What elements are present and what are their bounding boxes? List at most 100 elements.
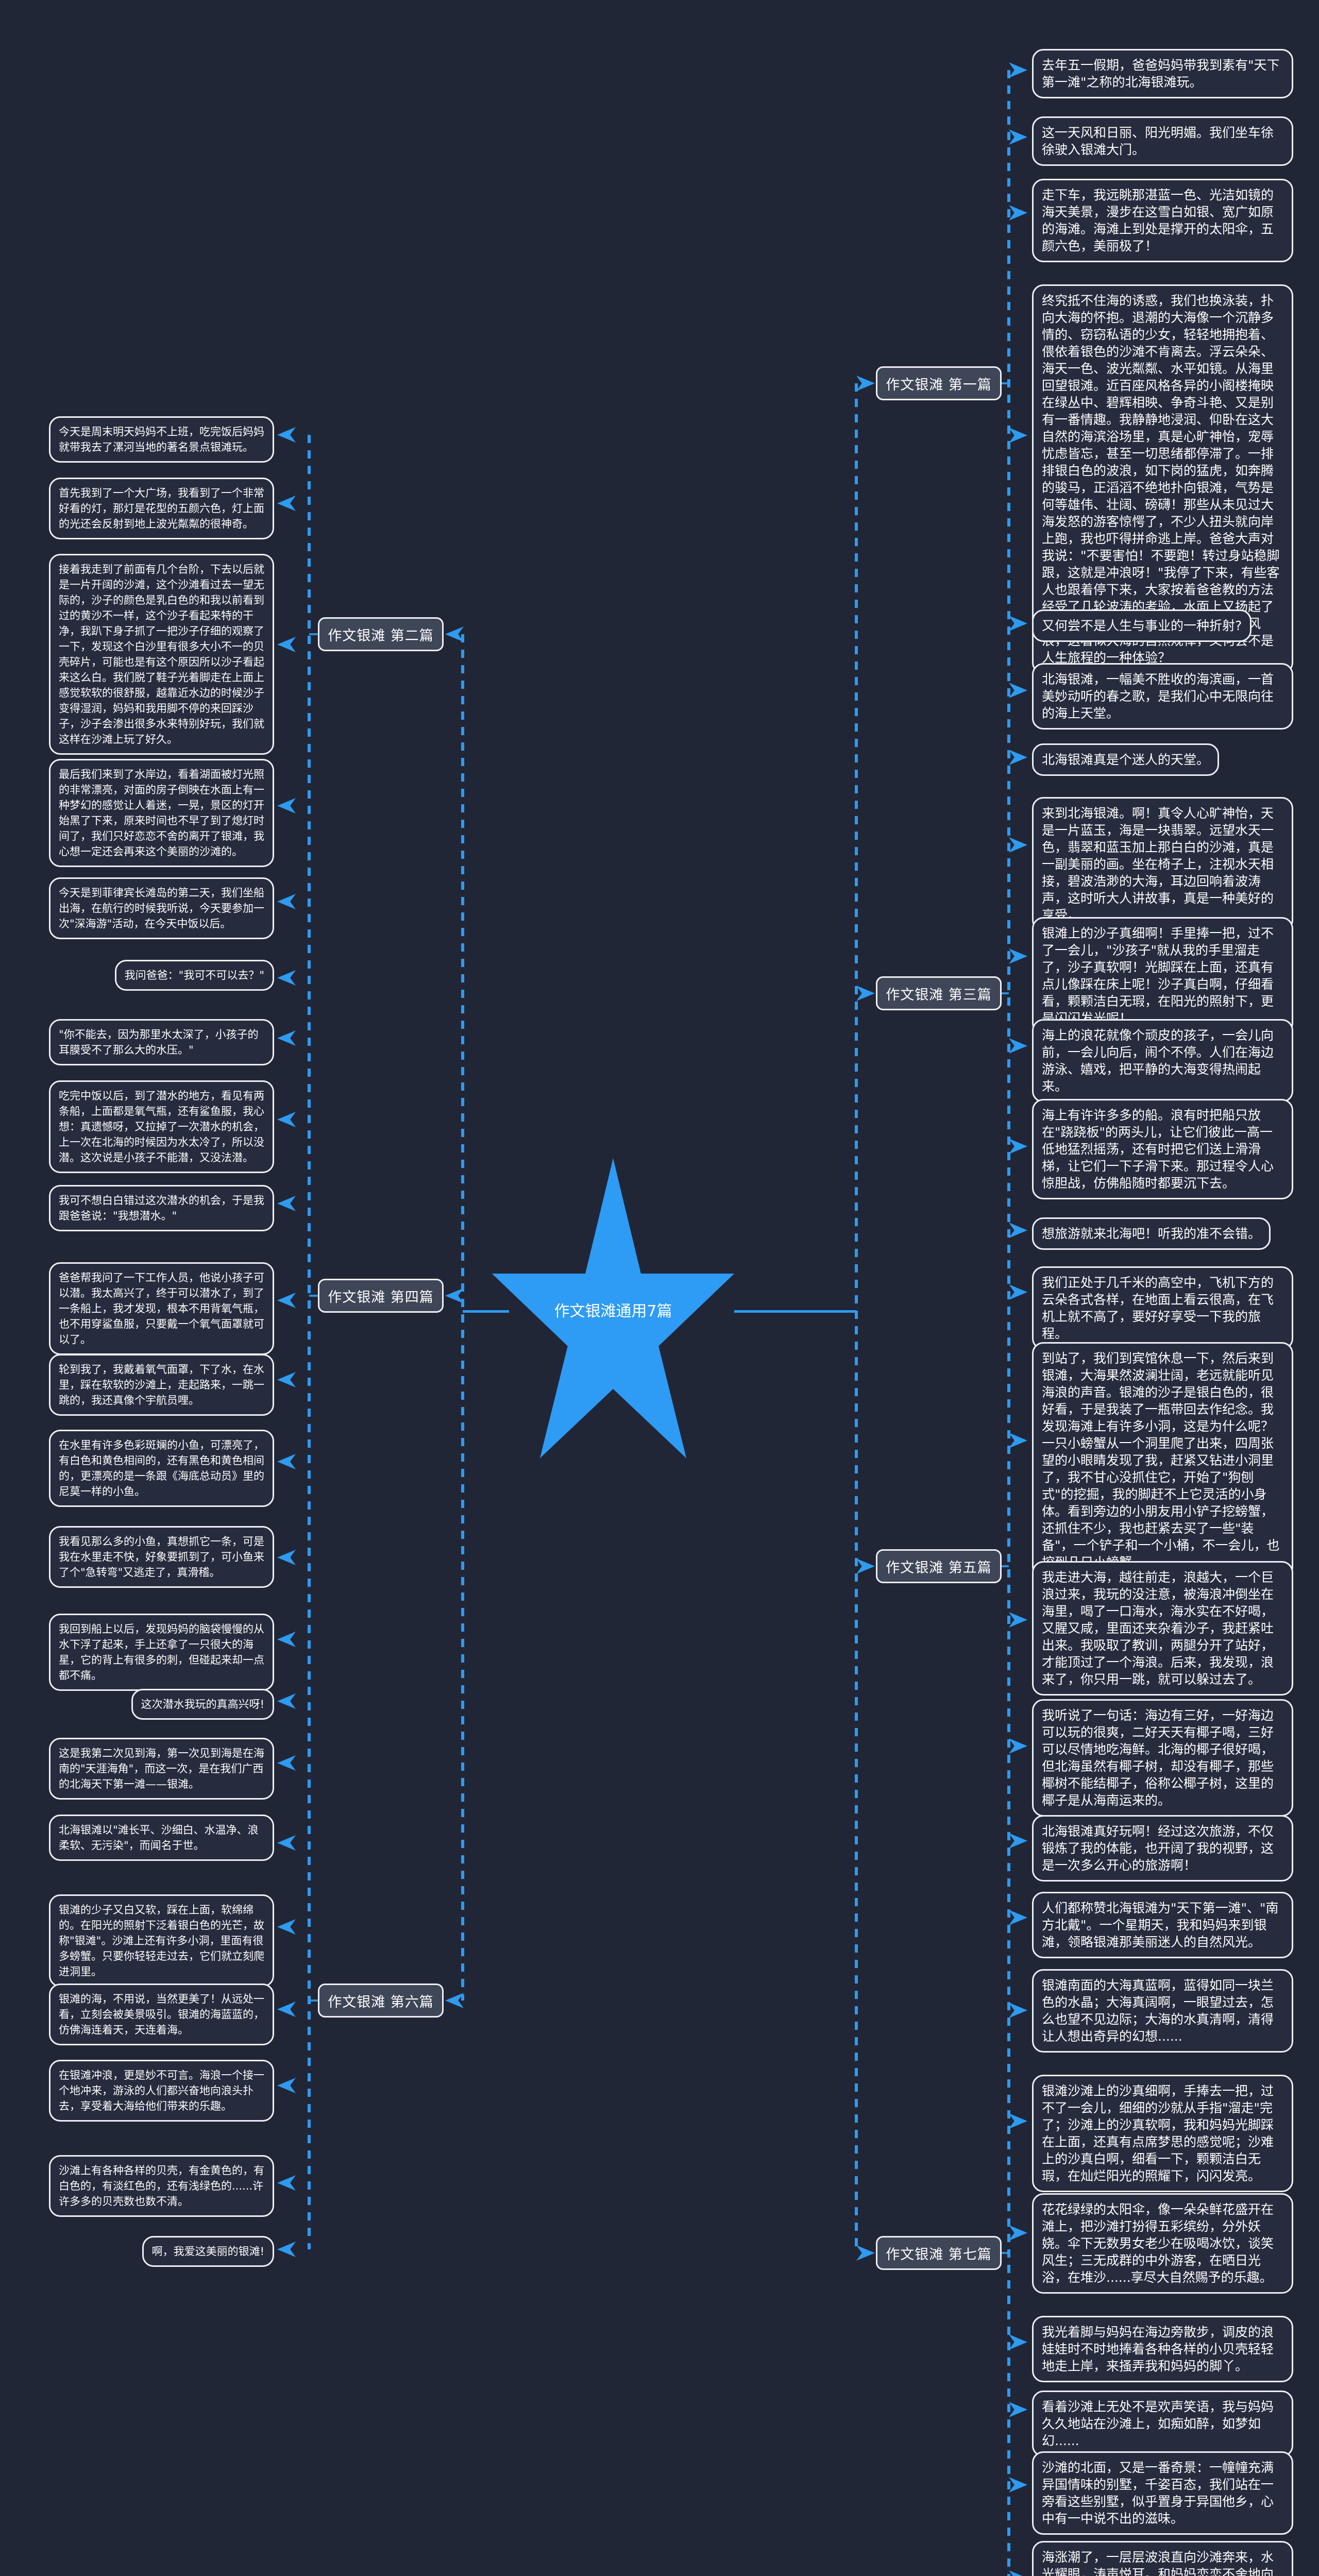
arrow-icon <box>1009 2225 1027 2241</box>
branch-label-3[interactable]: 作文银滩 第三篇 <box>876 976 1002 1010</box>
central-topic-title[interactable]: 作文银滩通用7篇 <box>554 1302 672 1320</box>
mindmap-node[interactable]: 终究抵不住海的诱惑，我们也换泳装，扑向大海的怀抱。退潮的大海像一个沉静多情的、窃… <box>1032 284 1293 674</box>
mindmap-node[interactable]: 这一天风和日丽、阳光明媚。我们坐车徐徐驶入银滩大门。 <box>1032 116 1293 166</box>
mindmap-node[interactable]: 海上有许许多多的船。浪有时把船只放在"跷跷板"的两头儿，让它们彼此一高一低地猛烈… <box>1032 1099 1293 1199</box>
mindmap-node[interactable]: 今天是到菲律宾长滩岛的第二天，我们坐船出海，在航行的时候我听说，今天要参加一次"… <box>49 877 274 939</box>
mindmap-node[interactable]: 我看见那么多的小鱼，真想抓它一条，可是我在水里走不快，好象要抓到了，可小鱼来了个… <box>49 1526 274 1588</box>
mindmap-node[interactable]: 我听说了一句话：海边有三好，一好海边可以玩的很爽，二好天天有椰子喝，三好可以尽情… <box>1032 1699 1293 1817</box>
mindmap-node[interactable]: 到站了，我们到宾馆休息一下，然后来到银滩，大海果然波澜壮阔，老远就能听见海浪的声… <box>1032 1342 1293 1579</box>
branch-label-6[interactable]: 作文银滩 第六篇 <box>318 1984 444 2018</box>
mindmap-node[interactable]: 北海银滩，一幅美不胜收的海滨画，一首美妙动听的春之歌，是我们心中无限向往的海上天… <box>1032 663 1293 730</box>
mindmap-node[interactable]: 啊，我爱这美丽的银滩! <box>142 2236 274 2267</box>
mindmap-node[interactable]: 我可不想白白错过这次潜水的机会，于是我跟爸爸说："我想潜水。" <box>49 1185 274 1231</box>
mindmap-node[interactable]: 去年五一假期，爸爸妈妈带我到素有"天下第一滩"之称的北海银滩玩。 <box>1032 49 1293 98</box>
branch-label-5[interactable]: 作文银滩 第五篇 <box>876 1549 1002 1583</box>
mindmap-node[interactable]: 爸爸帮我问了一下工作人员，他说小孩子可以潜。我太高兴了，终于可以潜水了，到了一条… <box>49 1262 274 1355</box>
mindmap-node[interactable]: 海上的浪花就像个顽皮的孩子，一会儿向前，一会儿向后，闹个不停。人们在海边游泳、嬉… <box>1032 1019 1293 1103</box>
mindmap-node[interactable]: 我问爸爸："我可不可以去？" <box>114 960 274 991</box>
mindmap-node[interactable]: 沙滩的北面，又是一番奇景：一幢幢充满异国情味的别墅，千姿百态，我们站在一旁看这些… <box>1032 2451 1293 2535</box>
arrow-icon <box>277 637 296 652</box>
left-label-spine-line <box>461 634 464 2001</box>
mindmap-node[interactable]: 人们都称赞北海银滩为"天下第一滩"、"南方北戴"。一个星期天，我和妈妈来到银滩，… <box>1032 1892 1293 1958</box>
arrow-icon <box>277 798 296 814</box>
right-label-spine-line <box>855 383 858 2253</box>
label-stub-line <box>1002 2252 1009 2254</box>
arrow-icon <box>1009 1612 1027 1628</box>
arrow-icon <box>277 1919 296 1935</box>
mindmap-node[interactable]: 吃完中饭以后，到了潜水的地方，看见有两条船，上面都是氧气瓶，还有鲨鱼服，我心想：… <box>49 1080 274 1173</box>
mindmap-node[interactable]: 海涨潮了，一层层波浪直向沙滩奔来，水光耀眼，涛声悦耳。和妈妈恋恋不舍地向大海和沙… <box>1032 2541 1293 2576</box>
mindmap-node[interactable]: 沙滩上有各种各样的贝壳，有金黄色的，有白色的，有淡红色的，还有浅绿色的.....… <box>49 2155 274 2217</box>
arrow-icon <box>1009 1139 1027 1154</box>
branch-label-2[interactable]: 作文银滩 第二篇 <box>318 617 444 651</box>
mindmap-node[interactable]: 走下车，我远眺那湛蓝一色、光洁如镜的海天美景，漫步在这雪白如银、宽广如原的海滩。… <box>1032 179 1293 262</box>
mindmap-node[interactable]: 银滩南面的大海真蓝啊，蓝得如同一块兰色的水晶；大海真阔啊，一眼望过去，怎么也望不… <box>1032 1969 1293 2053</box>
arrow-icon <box>1009 62 1027 78</box>
arrow-icon <box>277 2242 296 2257</box>
mindmap-node[interactable]: 想旅游就来北海吧！听我的准不会错。 <box>1032 1217 1271 1250</box>
mindmap-node[interactable]: 银滩上的沙子真细啊！手里捧一把，过不了一会儿，"沙孩子"就从我的手里溜走了，沙子… <box>1032 917 1293 1035</box>
label-stub-line <box>309 1295 318 1297</box>
arrow-icon <box>277 1454 296 1469</box>
arrow-icon <box>277 1755 296 1771</box>
mindmap-node[interactable]: 接着我走到了前面有几个台阶，下去以后就是一片开阔的沙滩，这个沙滩看过去一望无际的… <box>49 554 274 755</box>
arrow-icon <box>1009 2570 1027 2576</box>
arrow-icon <box>277 2078 296 2093</box>
label-stub-line <box>1002 382 1009 384</box>
branch-label-7[interactable]: 作文银滩 第七篇 <box>876 2236 1002 2270</box>
arrow-icon <box>277 2002 296 2017</box>
arrow-icon <box>1009 750 1027 765</box>
arrow-icon <box>1009 837 1027 853</box>
mindmap-node[interactable]: 今天是周末明天妈妈不上班，吃完饭后妈妈就带我去了漯河当地的著名景点银滩玩。 <box>49 416 274 463</box>
star-left-connector-line <box>463 1310 509 1313</box>
mindmap-node[interactable]: 银滩的少子又白又软，踩在上面，软绵绵的。在阳光的照射下泛着银白色的光芒，故称"银… <box>49 1894 274 1987</box>
mindmap-node[interactable]: 银滩的海，不用说，当然更美了！从远处一看，立刻会被美景吸引。银滩的海蓝蓝的，仿佛… <box>49 1984 274 2045</box>
mindmap-node[interactable]: 北海银滩真好玩啊！经过这次旅游，不仅锻炼了我的体能，也开阔了我的视野，这是一次多… <box>1032 1815 1293 1882</box>
mindmap-node[interactable]: "你不能去，因为那里水太深了，小孩子的耳膜受不了那么大的水压。" <box>49 1019 274 1065</box>
mindmap-node[interactable]: 北海银滩以"滩长平、沙细白、水温净、浪柔软、无污染"，而闻名于世。 <box>49 1815 274 1861</box>
mindmap-node[interactable]: 最后我们来到了水岸边，看着湖面被灯光照的非常漂亮，对面的房子倒映在水面上有一种梦… <box>49 759 274 867</box>
mindmap-node[interactable]: 来到北海银滩。啊！真令人心旷神怡，天是一片蓝玉，海是一块翡翠。远望水天一色，翡翠… <box>1032 797 1293 931</box>
arrow-icon <box>1009 1433 1027 1448</box>
mindmap-node[interactable]: 这次潜水我玩的真高兴呀! <box>131 1689 274 1720</box>
branch-label-4[interactable]: 作文银滩 第四篇 <box>318 1279 444 1313</box>
mindmap-node[interactable]: 我回到船上以后，发现妈妈的脑袋慢慢的从水下浮了起来，手上还拿了一只很大的海星，它… <box>49 1614 274 1691</box>
mindmap-node[interactable]: 又何尝不是人生与事业的一种折射? <box>1032 609 1252 642</box>
arrow-icon <box>277 970 296 986</box>
mindmap-node[interactable]: 北海银滩真是个迷人的天堂。 <box>1032 743 1220 776</box>
mindmap-node[interactable]: 我光着脚与妈妈在海边旁散步，调皮的浪娃娃时不时地捧着各种各样的小贝壳轻轻地走上岸… <box>1032 2316 1293 2382</box>
mindmap-node[interactable]: 我们正处于几千米的高空中，飞机下方的云朵各式各样，在地面上看云很高，在飞机上就不… <box>1032 1266 1293 1350</box>
central-topic-star[interactable] <box>492 1158 735 1459</box>
arrow-icon <box>277 1835 296 1851</box>
arrow-icon <box>277 894 296 909</box>
arrow-icon <box>277 1693 296 1709</box>
right-node-spine-line <box>1007 70 1010 2576</box>
arrow-icon <box>277 1372 296 1387</box>
left-node-spine-line <box>308 435 311 2249</box>
arrow-icon <box>277 1293 296 1308</box>
mindmap-node[interactable]: 这是我第二次见到海，第一次见到海是在海南的"天涯海角"，而这一次，是在我们广西的… <box>49 1738 274 1800</box>
arrow-icon <box>277 1030 296 1046</box>
branch-label-1[interactable]: 作文银滩 第一篇 <box>876 366 1002 400</box>
label-stub-line <box>309 1999 318 2002</box>
arrow-icon <box>1009 1910 1027 1925</box>
mindmap-node[interactable]: 银滩沙滩上的沙真细啊，手捧去一把，过不了一会儿，细细的沙就从手指"溜走"完了；沙… <box>1032 2075 1293 2192</box>
mindmap-node[interactable]: 看着沙滩上无处不是欢声笑语，我与妈妈久久地站在沙滩上，如痴如醉，如梦如幻....… <box>1032 2391 1293 2457</box>
arrow-icon <box>1009 1038 1027 1054</box>
mindmap-node[interactable]: 轮到我了，我戴着氧气面罩，下了水，在水里，踩在软软的沙滩上，走起路来，一跳一跳的… <box>49 1354 274 1416</box>
mindmap-node[interactable]: 花花绿绿的太阳伞，像一朵朵鲜花盛开在滩上，把沙滩打扮得五彩缤纷，分外妖娆。伞下无… <box>1032 2193 1293 2294</box>
arrow-icon <box>1009 616 1027 631</box>
arrow-icon <box>1009 948 1027 964</box>
arrow-icon <box>1009 428 1027 443</box>
mindmap-node[interactable]: 首先我到了一个大广场，我看到了一个非常好看的灯，那灯是花型的五颜六色，灯上面的光… <box>49 478 274 539</box>
arrow-icon <box>1009 2402 1027 2417</box>
mindmap-node[interactable]: 我走进大海，越往前走，浪越大，一个巨浪过来，我玩的没注意，被海浪冲倒坐在海里，喝… <box>1032 1561 1293 1696</box>
arrow-icon <box>445 1993 464 2008</box>
label-stub-line <box>309 633 318 635</box>
mindmap-node[interactable]: 在银滩冲浪，更是妙不可言。海浪一个接一个地冲来，游泳的人们都兴奋地向浪头扑去，享… <box>49 2060 274 2122</box>
arrow-icon <box>277 1196 296 1211</box>
mindmap-node[interactable]: 在水里有许多色彩斑斓的小鱼，可漂亮了，有白色和黄色相间的，还有黑色和黄色相间的，… <box>49 1430 274 1507</box>
arrow-icon <box>1009 2113 1027 2129</box>
arrow-icon <box>277 2175 296 2191</box>
arrow-icon <box>856 1558 875 1574</box>
